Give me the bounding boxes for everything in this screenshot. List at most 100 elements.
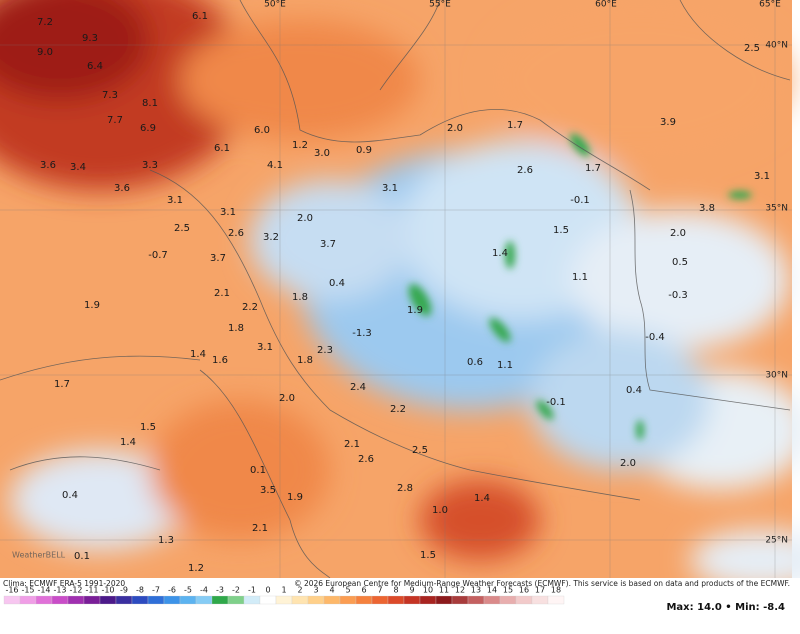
colorbar-tick-label: 12	[455, 586, 465, 595]
point-value: 2.0	[670, 228, 686, 239]
colorbar-swatch	[163, 595, 181, 605]
copyright: © 2026 European Centre for Medium-Range …	[294, 579, 790, 588]
colorbar-swatch	[35, 595, 53, 605]
point-value: 3.1	[220, 207, 236, 218]
point-value: 0.1	[250, 465, 266, 476]
point-value: 3.8	[699, 203, 715, 214]
point-value: 6.4	[87, 61, 103, 72]
colorbar-swatch	[19, 595, 37, 605]
point-value: 2.0	[447, 123, 463, 134]
colorbar-tick-label: -2	[232, 586, 240, 595]
colorbar-swatch	[147, 595, 165, 605]
colorbar-tick-label: -12	[69, 586, 82, 595]
point-value: 6.0	[254, 125, 270, 136]
colorbar-swatch	[371, 595, 389, 605]
point-value: 1.5	[140, 422, 156, 433]
colorbar-tick-label: 1	[281, 586, 286, 595]
colorbar-swatch	[99, 595, 117, 605]
point-value: 7.7	[107, 115, 123, 126]
point-value: 0.4	[626, 385, 642, 396]
point-value: 1.6	[212, 355, 228, 366]
longitude-label: 55°E	[429, 0, 451, 10]
point-value: 3.1	[257, 342, 273, 353]
colorbar-tick-label: -10	[101, 586, 114, 595]
point-value: 2.1	[344, 439, 360, 450]
point-value: 0.1	[74, 551, 90, 562]
colorbar-tick-label: 17	[535, 586, 545, 595]
colorbar-tick-label: 13	[471, 586, 481, 595]
point-value: 2.4	[350, 382, 366, 393]
colorbar-swatch	[451, 595, 469, 605]
point-value: 3.4	[70, 162, 86, 173]
longitude-label: 60°E	[595, 0, 617, 10]
point-value: 3.1	[382, 183, 398, 194]
point-value: 1.9	[287, 492, 303, 503]
latitude-label: 40°N	[765, 41, 788, 51]
point-value: 1.7	[54, 379, 70, 390]
point-value: 2.5	[744, 43, 760, 54]
point-value: 1.0	[432, 505, 448, 516]
point-value: 4.1	[267, 160, 283, 171]
colorbar-swatch	[435, 595, 453, 605]
colorbar-swatch	[3, 595, 21, 605]
point-value: -0.4	[645, 332, 665, 343]
point-value: 1.5	[553, 225, 569, 236]
colorbar-swatch	[403, 595, 421, 605]
colorbar-tick-label: 10	[423, 586, 433, 595]
map: 50°E 55°E 60°E 65°E 40°N 35°N 30°N 25°N 7.2 6.1 9.…	[0, 0, 800, 590]
colorbar-swatch	[291, 595, 309, 605]
point-value: 3.2	[263, 232, 279, 243]
colorbar-swatch	[131, 595, 149, 605]
colorbar-swatch	[323, 595, 341, 605]
point-value: 2.0	[279, 393, 295, 404]
point-value: 3.3	[142, 160, 158, 171]
colorbar-swatch	[67, 595, 85, 605]
point-value: 1.7	[585, 163, 601, 174]
point-value: 0.6	[467, 357, 483, 368]
colorbar-tick-label: 14	[487, 586, 497, 595]
point-value: 0.4	[62, 490, 78, 501]
point-value: 9.3	[82, 33, 98, 44]
colorbar-swatch	[387, 595, 405, 605]
point-value: -0.3	[668, 290, 688, 301]
colorbar-swatch	[195, 595, 213, 605]
point-value: 2.0	[620, 458, 636, 469]
colorbar-tick-label: 3	[313, 586, 318, 595]
colorbar-swatch	[355, 595, 373, 605]
stats: Max: 14.0 • Min: -8.4	[666, 602, 785, 613]
point-value: 3.9	[660, 117, 676, 128]
point-value: 2.3	[317, 345, 333, 356]
colorbar-swatch	[547, 595, 565, 605]
point-value: 1.3	[158, 535, 174, 546]
colorbar-swatch	[467, 595, 485, 605]
point-value: 1.8	[228, 323, 244, 334]
point-value: 1.7	[507, 120, 523, 131]
colorbar-tick-label: 18	[551, 586, 561, 595]
colorbar-swatch	[243, 595, 261, 605]
colorbar-tick-label: 16	[519, 586, 529, 595]
point-value: 3.7	[210, 253, 226, 264]
point-value: 3.0	[314, 148, 330, 159]
colorbar-tick-label: 11	[439, 586, 449, 595]
colorbar-swatch	[419, 595, 437, 605]
point-value: 7.3	[102, 90, 118, 101]
colorbar-tick-label: 2	[297, 586, 302, 595]
point-value: 0.9	[356, 145, 372, 156]
point-value: 3.7	[320, 239, 336, 250]
point-value: 2.1	[252, 523, 268, 534]
point-value: 8.1	[142, 98, 158, 109]
colorbar-tick-label: 6	[361, 586, 366, 595]
colorbar-swatch	[483, 595, 501, 605]
colorbar-swatch	[227, 595, 245, 605]
point-value: 1.5	[420, 550, 436, 561]
colorbar-swatch	[115, 595, 133, 605]
latitude-label: 30°N	[765, 371, 788, 381]
point-value: 6.9	[140, 123, 156, 134]
point-value: 2.0	[297, 213, 313, 224]
colorbar-tick-label: 0	[265, 586, 270, 595]
point-value: -0.1	[546, 397, 566, 408]
latitude-label: 25°N	[765, 536, 788, 546]
colorbar-tick-label: 4	[329, 586, 334, 595]
colorbar-swatch	[531, 595, 549, 605]
